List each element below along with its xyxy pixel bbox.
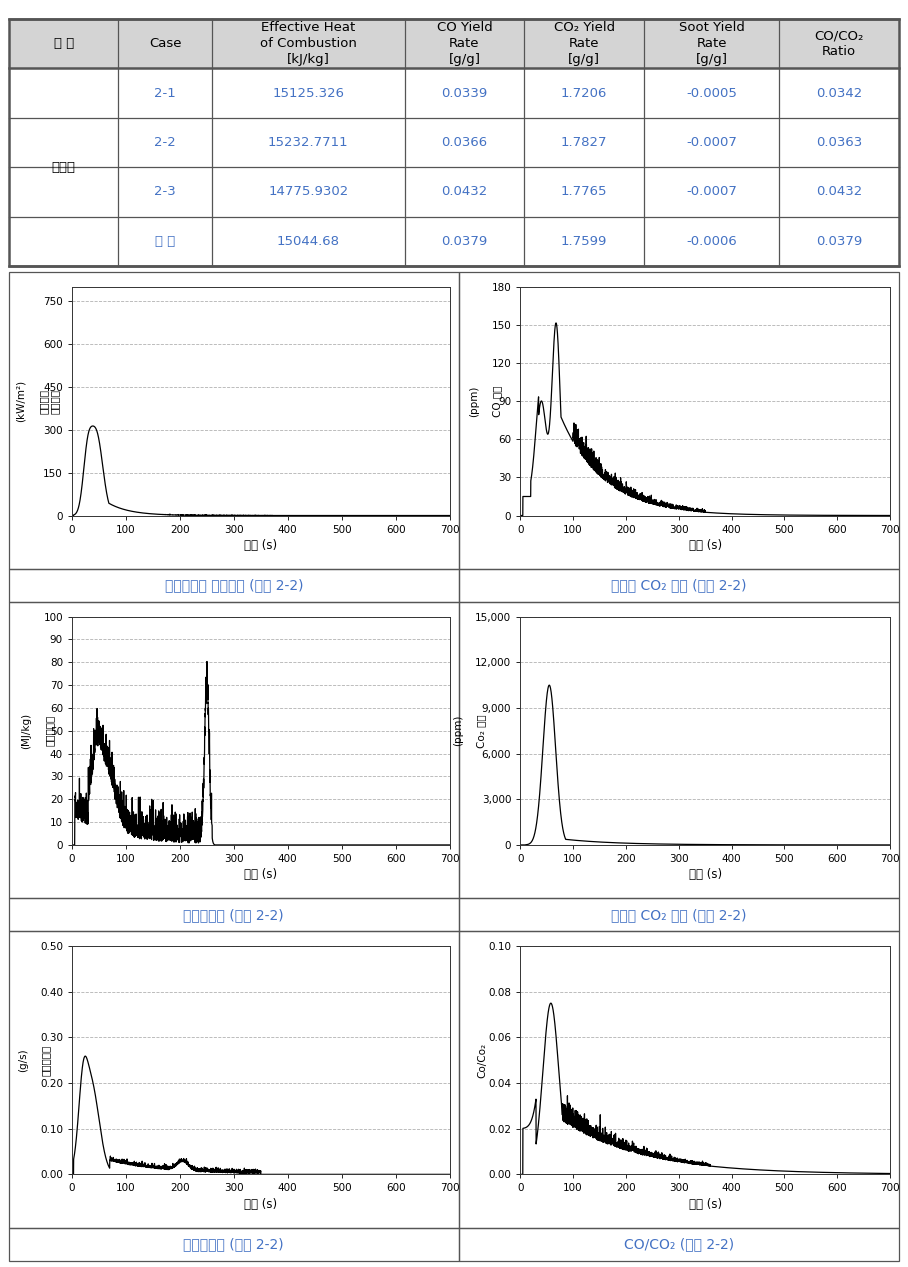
Text: -0.0006: -0.0006 bbox=[686, 234, 737, 248]
FancyBboxPatch shape bbox=[212, 19, 405, 68]
Text: 1.7599: 1.7599 bbox=[561, 234, 607, 248]
Y-axis label: (ppm)

CO 농도: (ppm) CO 농도 bbox=[469, 385, 502, 417]
Y-axis label: (MJ/kg)

유효연소열: (MJ/kg) 유효연소열 bbox=[21, 713, 54, 749]
Text: 0.0432: 0.0432 bbox=[816, 185, 863, 199]
FancyBboxPatch shape bbox=[118, 19, 212, 68]
Text: 0.0432: 0.0432 bbox=[441, 185, 488, 199]
Text: 15044.68: 15044.68 bbox=[277, 234, 340, 248]
X-axis label: 시간 (s): 시간 (s) bbox=[244, 538, 277, 551]
Y-axis label: (ppm)

Co₂ 농도: (ppm) Co₂ 농도 bbox=[453, 715, 486, 748]
FancyBboxPatch shape bbox=[9, 19, 118, 68]
X-axis label: 시간 (s): 시간 (s) bbox=[244, 868, 277, 881]
X-axis label: 시간 (s): 시간 (s) bbox=[244, 1197, 277, 1210]
Text: 2-2: 2-2 bbox=[154, 136, 176, 150]
X-axis label: 시간 (s): 시간 (s) bbox=[688, 1197, 722, 1210]
Text: Soot Yield
Rate
[g/g]: Soot Yield Rate [g/g] bbox=[678, 22, 745, 66]
Text: 0.0342: 0.0342 bbox=[816, 86, 863, 100]
Text: 1.7827: 1.7827 bbox=[561, 136, 607, 150]
Text: 0.0379: 0.0379 bbox=[441, 234, 488, 248]
Text: 0.0379: 0.0379 bbox=[816, 234, 863, 248]
Text: CO/CO₂
Ratio: CO/CO₂ Ratio bbox=[814, 29, 864, 58]
X-axis label: 시간 (s): 시간 (s) bbox=[688, 868, 722, 881]
Text: 시간당 CO₂ 농도 (시편 2-2): 시간당 CO₂ 농도 (시편 2-2) bbox=[611, 578, 746, 593]
Text: 유효연소열 (시편 2-2): 유효연소열 (시편 2-2) bbox=[183, 907, 284, 922]
Text: 평 균: 평 균 bbox=[155, 234, 175, 248]
Text: CO Yield
Rate
[g/g]: CO Yield Rate [g/g] bbox=[437, 22, 492, 66]
Text: 면섬유: 면섬유 bbox=[52, 161, 75, 174]
Text: 0.0363: 0.0363 bbox=[816, 136, 863, 150]
FancyBboxPatch shape bbox=[644, 19, 779, 68]
X-axis label: 시간 (s): 시간 (s) bbox=[688, 538, 722, 551]
Text: 1.7206: 1.7206 bbox=[561, 86, 607, 100]
Text: -0.0007: -0.0007 bbox=[686, 185, 737, 199]
Y-axis label: (g/s)

질량감소율: (g/s) 질량감소율 bbox=[18, 1044, 51, 1076]
Text: 2-3: 2-3 bbox=[154, 185, 176, 199]
Text: -0.0005: -0.0005 bbox=[686, 86, 737, 100]
Text: CO/CO₂ (시편 2-2): CO/CO₂ (시편 2-2) bbox=[624, 1237, 734, 1252]
Y-axis label: (kW/m²)

열방출률
단위마다: (kW/m²) 열방출률 단위마다 bbox=[15, 380, 60, 422]
FancyBboxPatch shape bbox=[524, 19, 644, 68]
Text: 0.0339: 0.0339 bbox=[441, 86, 488, 100]
Text: 1.7765: 1.7765 bbox=[561, 185, 607, 199]
Text: 단위면적당 열방출률 (시편 2-2): 단위면적당 열방출률 (시편 2-2) bbox=[164, 578, 303, 593]
FancyBboxPatch shape bbox=[779, 19, 899, 68]
Y-axis label: Co/Co₂: Co/Co₂ bbox=[478, 1043, 488, 1078]
Text: 시간당 CO₂ 농도 (시편 2-2): 시간당 CO₂ 농도 (시편 2-2) bbox=[611, 907, 746, 922]
Text: 0.0366: 0.0366 bbox=[441, 136, 488, 150]
Text: Case: Case bbox=[149, 37, 182, 51]
Text: -0.0007: -0.0007 bbox=[686, 136, 737, 150]
Text: 재 료: 재 료 bbox=[54, 37, 74, 51]
Text: 15232.7711: 15232.7711 bbox=[268, 136, 349, 150]
FancyBboxPatch shape bbox=[405, 19, 524, 68]
Text: CO₂ Yield
Rate
[g/g]: CO₂ Yield Rate [g/g] bbox=[554, 22, 615, 66]
Text: 2-1: 2-1 bbox=[154, 86, 176, 100]
Text: 질량감소율 (시편 2-2): 질량감소율 (시편 2-2) bbox=[183, 1237, 284, 1252]
Text: 14775.9302: 14775.9302 bbox=[268, 185, 349, 199]
Text: Effective Heat
of Combustion
[kJ/kg]: Effective Heat of Combustion [kJ/kg] bbox=[260, 22, 357, 66]
Text: 15125.326: 15125.326 bbox=[272, 86, 344, 100]
